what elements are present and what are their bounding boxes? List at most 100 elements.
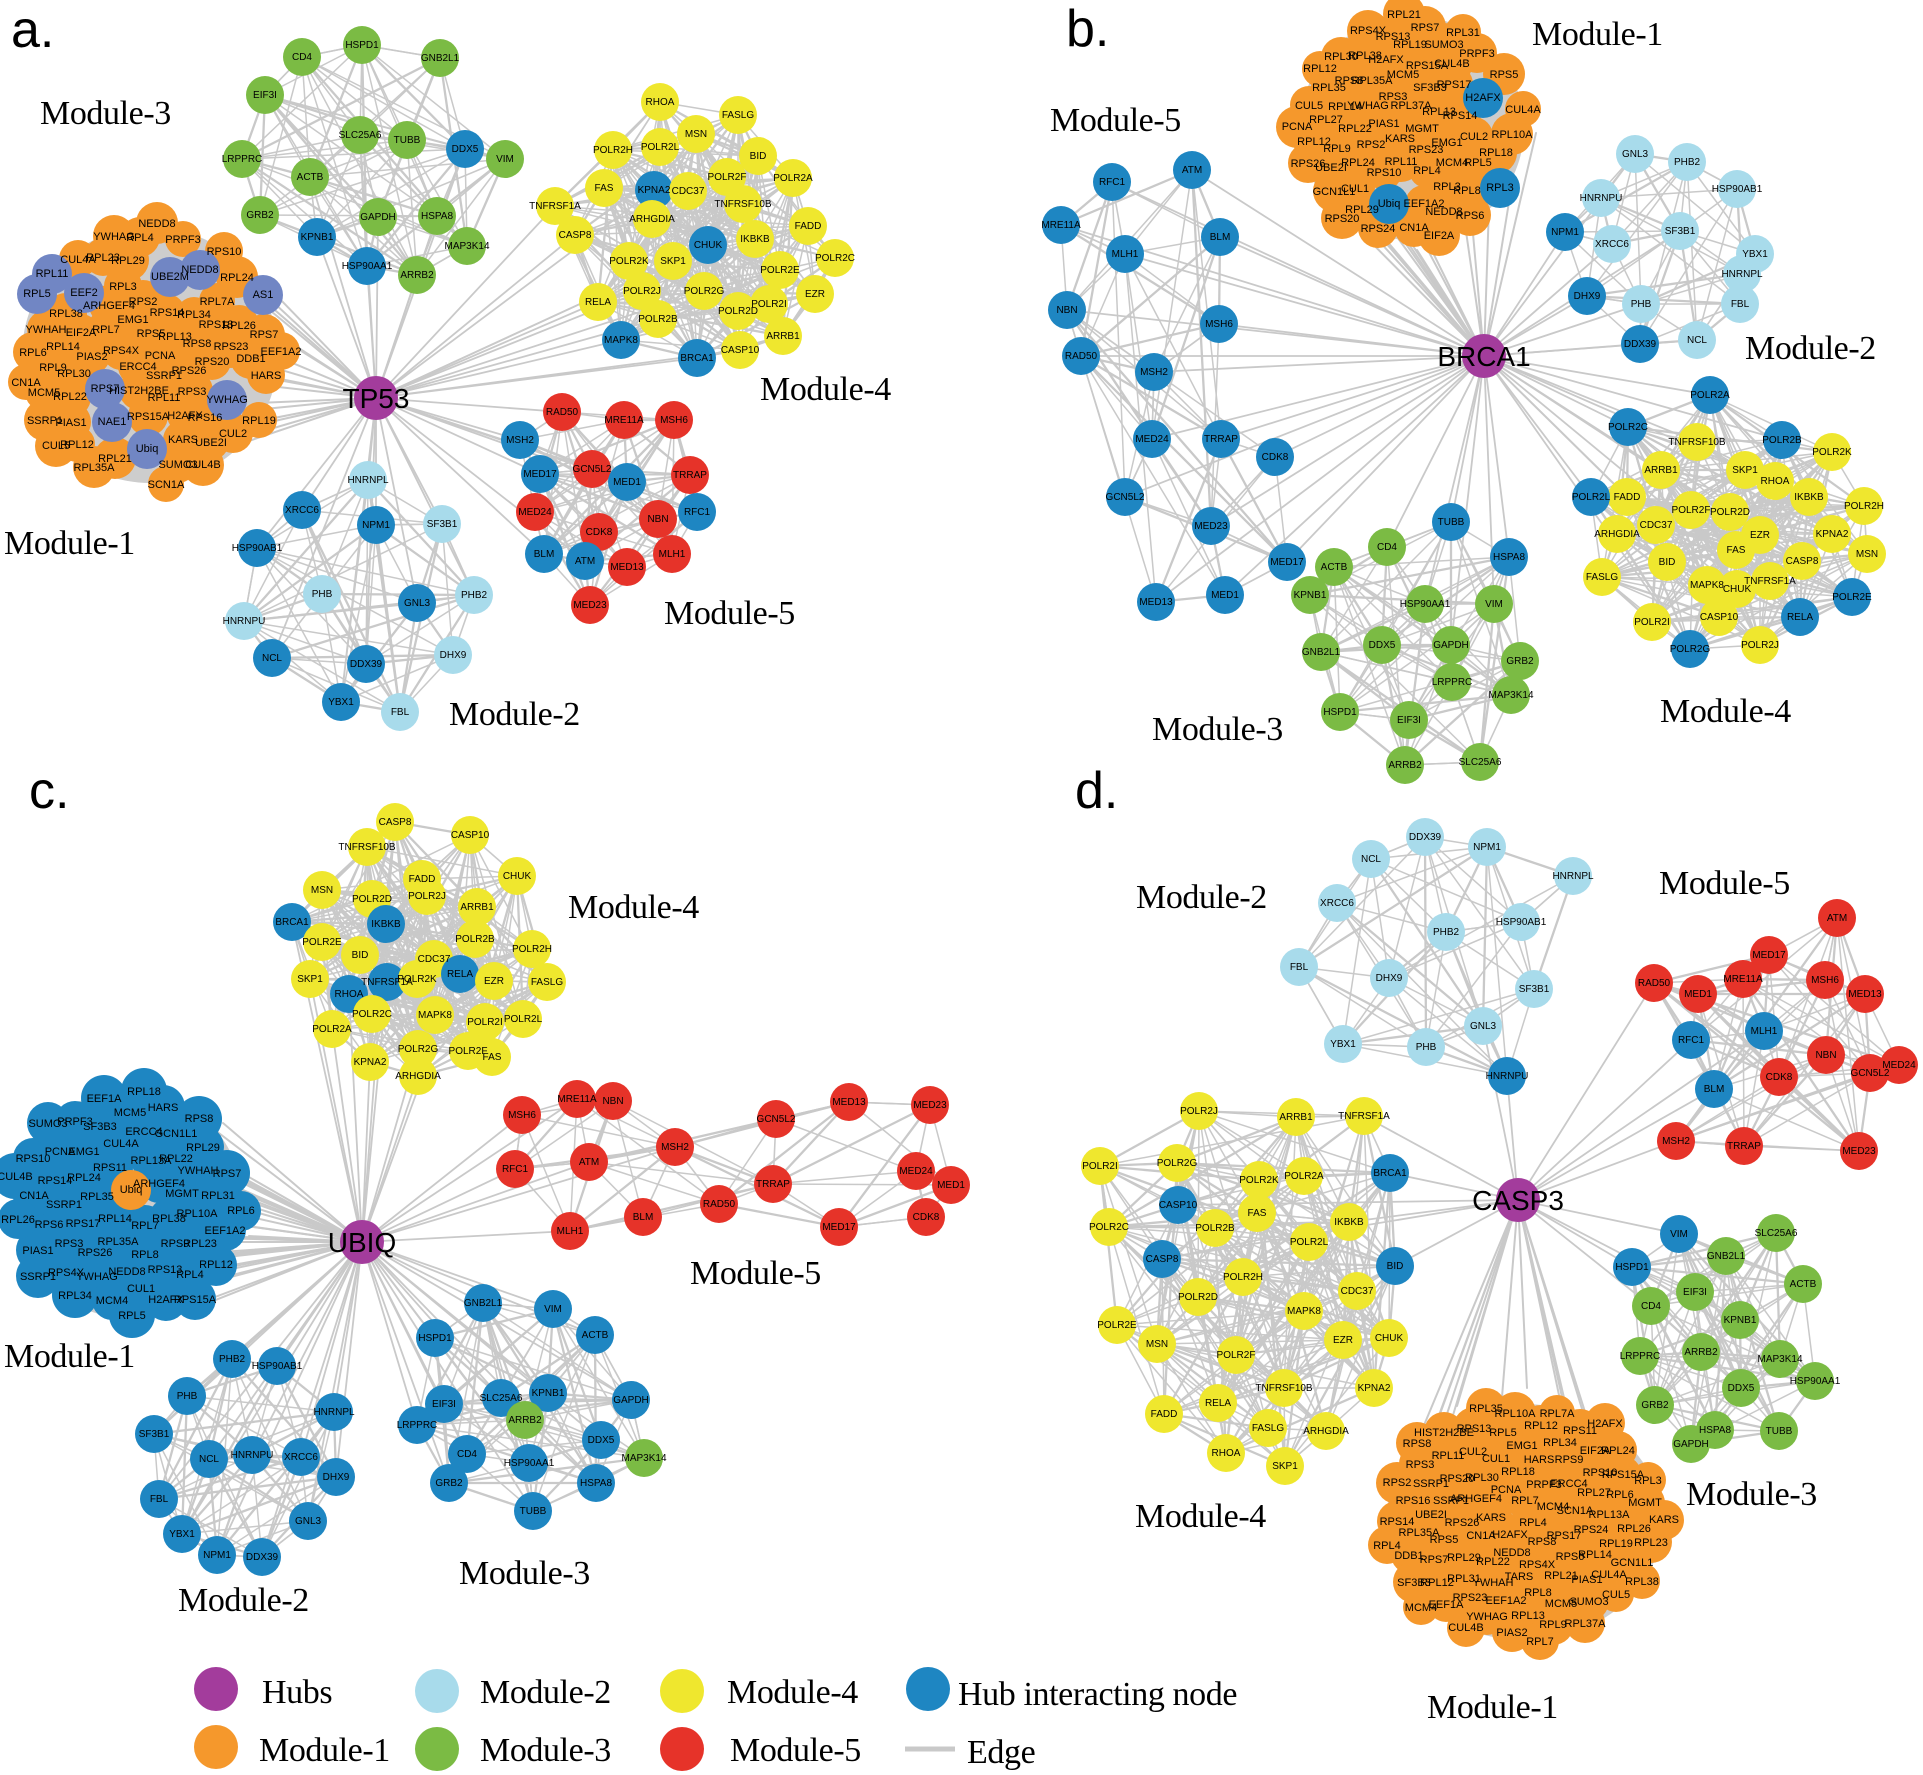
svg-text:RPS8: RPS8 <box>1335 75 1364 87</box>
svg-text:EZR: EZR <box>484 976 504 987</box>
svg-text:ERCC4: ERCC4 <box>119 361 156 373</box>
svg-text:RPS5: RPS5 <box>1430 1534 1459 1546</box>
svg-text:RPL13A: RPL13A <box>131 1155 173 1167</box>
svg-text:MCM4: MCM4 <box>1537 1501 1569 1513</box>
svg-text:RPL26: RPL26 <box>1 1214 35 1226</box>
svg-text:GNL3: GNL3 <box>1470 1021 1497 1032</box>
svg-text:POLR2K: POLR2K <box>1239 1175 1279 1186</box>
svg-text:Module-2: Module-2 <box>1136 879 1267 916</box>
svg-text:RPL5: RPL5 <box>118 1310 146 1322</box>
svg-text:RPL14: RPL14 <box>1578 1549 1612 1561</box>
svg-text:RHOA: RHOA <box>335 989 364 1000</box>
svg-text:RELA: RELA <box>447 969 473 980</box>
svg-text:CDC37: CDC37 <box>418 954 451 965</box>
svg-text:HNRNPU: HNRNPU <box>231 1450 274 1461</box>
svg-text:Module-3: Module-3 <box>1686 1476 1817 1513</box>
svg-text:H2AFX: H2AFX <box>1368 54 1404 66</box>
svg-text:POLR2I: POLR2I <box>751 299 787 310</box>
svg-text:TNFRSF1A: TNFRSF1A <box>361 977 413 988</box>
svg-text:DDX39: DDX39 <box>350 659 383 670</box>
svg-text:PHB2: PHB2 <box>461 590 488 601</box>
svg-text:SLC25A6: SLC25A6 <box>1755 1228 1798 1239</box>
svg-text:DHX9: DHX9 <box>440 650 467 661</box>
svg-text:HNRNPL: HNRNPL <box>347 475 389 486</box>
svg-text:RPL5: RPL5 <box>23 288 51 300</box>
svg-text:CUL5: CUL5 <box>1295 100 1323 112</box>
svg-text:TUBB: TUBB <box>1438 517 1465 528</box>
svg-text:RPL13: RPL13 <box>1422 106 1456 118</box>
svg-text:MLH1: MLH1 <box>557 1226 584 1237</box>
svg-text:SUMO3: SUMO3 <box>1569 1596 1608 1608</box>
svg-text:RPS9: RPS9 <box>161 1238 190 1250</box>
svg-text:Hub interacting node: Hub interacting node <box>958 1676 1237 1713</box>
svg-text:GAPDH: GAPDH <box>1673 1439 1709 1450</box>
svg-text:Ubiq: Ubiq <box>120 1184 143 1196</box>
svg-text:b.: b. <box>1066 0 1109 58</box>
svg-text:RPS20: RPS20 <box>1440 1473 1475 1485</box>
svg-text:H2AFX: H2AFX <box>1587 1418 1623 1430</box>
svg-text:KARS: KARS <box>1476 1512 1506 1524</box>
svg-text:CASP10: CASP10 <box>451 830 490 841</box>
svg-text:CUL4B: CUL4B <box>1448 1622 1483 1634</box>
svg-text:SSRP1: SSRP1 <box>46 1199 82 1211</box>
svg-text:HARS: HARS <box>1524 1454 1555 1466</box>
svg-text:VIM: VIM <box>1670 1229 1688 1240</box>
svg-text:FADD: FADD <box>1614 492 1641 503</box>
svg-text:CUL4B: CUL4B <box>1434 58 1469 70</box>
svg-text:MCM5: MCM5 <box>28 387 60 399</box>
svg-text:FASLG: FASLG <box>1252 1423 1284 1434</box>
svg-text:a.: a. <box>11 1 54 59</box>
svg-text:RPS4X: RPS4X <box>1519 1559 1556 1571</box>
svg-text:GNB2L1: GNB2L1 <box>464 1298 503 1309</box>
svg-text:CDC37: CDC37 <box>1341 1286 1374 1297</box>
svg-text:EIF2A: EIF2A <box>1580 1445 1611 1457</box>
svg-text:RPL38: RPL38 <box>1348 50 1382 62</box>
svg-text:Module-4: Module-4 <box>1135 1498 1266 1535</box>
svg-text:GNL3: GNL3 <box>295 1516 322 1527</box>
svg-text:SUMO3: SUMO3 <box>1424 39 1463 51</box>
svg-text:UBIQ: UBIQ <box>328 1227 396 1258</box>
svg-text:RPS2: RPS2 <box>1357 139 1386 151</box>
svg-text:POLR2A: POLR2A <box>1284 1171 1324 1182</box>
svg-text:POLR2A: POLR2A <box>312 1024 352 1035</box>
svg-text:NPM1: NPM1 <box>1473 842 1501 853</box>
svg-text:ARRB2: ARRB2 <box>1388 760 1422 771</box>
svg-text:BLM: BLM <box>633 1212 654 1223</box>
svg-text:MED23: MED23 <box>1194 521 1228 532</box>
svg-text:DDX5: DDX5 <box>1728 1383 1755 1394</box>
svg-text:DDX39: DDX39 <box>1624 339 1657 350</box>
svg-text:BLM: BLM <box>534 549 555 560</box>
svg-text:CUL2: CUL2 <box>219 428 247 440</box>
svg-text:RPL38: RPL38 <box>49 308 83 320</box>
svg-text:RPL13: RPL13 <box>158 331 192 343</box>
svg-text:CHUK: CHUK <box>1723 584 1752 595</box>
svg-text:ATM: ATM <box>579 1157 599 1168</box>
svg-text:FADD: FADD <box>409 874 436 885</box>
svg-text:H2AFX: H2AFX <box>167 410 203 422</box>
svg-text:XRCC6: XRCC6 <box>284 1452 318 1463</box>
svg-text:ARHGDIA: ARHGDIA <box>1594 529 1640 540</box>
svg-text:CDC37: CDC37 <box>672 186 705 197</box>
svg-text:CASP8: CASP8 <box>559 230 592 241</box>
svg-text:MAPK8: MAPK8 <box>418 1010 452 1021</box>
svg-text:HNRNPU: HNRNPU <box>223 616 266 627</box>
svg-text:DDX39: DDX39 <box>246 1552 279 1563</box>
svg-text:CUL4A: CUL4A <box>1505 104 1541 116</box>
svg-text:GRB2: GRB2 <box>435 1478 463 1489</box>
svg-text:RPS4X: RPS4X <box>1350 25 1387 37</box>
svg-text:RPS11: RPS11 <box>1563 1425 1597 1437</box>
svg-text:KPNA2: KPNA2 <box>1358 1383 1391 1394</box>
svg-text:Module-5: Module-5 <box>664 595 795 632</box>
svg-text:PHB: PHB <box>177 1391 198 1402</box>
svg-text:RPL23: RPL23 <box>183 1238 217 1250</box>
svg-text:DHX9: DHX9 <box>1376 973 1403 984</box>
svg-text:HSPD1: HSPD1 <box>345 40 379 51</box>
svg-text:RPL6: RPL6 <box>19 347 47 359</box>
svg-text:RAD50: RAD50 <box>703 1199 736 1210</box>
svg-text:RPL31: RPL31 <box>201 1190 235 1202</box>
svg-text:PHB: PHB <box>1631 299 1652 310</box>
svg-text:RPL4: RPL4 <box>126 232 154 244</box>
svg-text:ARHGEF4: ARHGEF4 <box>83 300 135 312</box>
svg-text:RPS17: RPS17 <box>66 1218 101 1230</box>
svg-text:MAP3K14: MAP3K14 <box>444 241 489 252</box>
